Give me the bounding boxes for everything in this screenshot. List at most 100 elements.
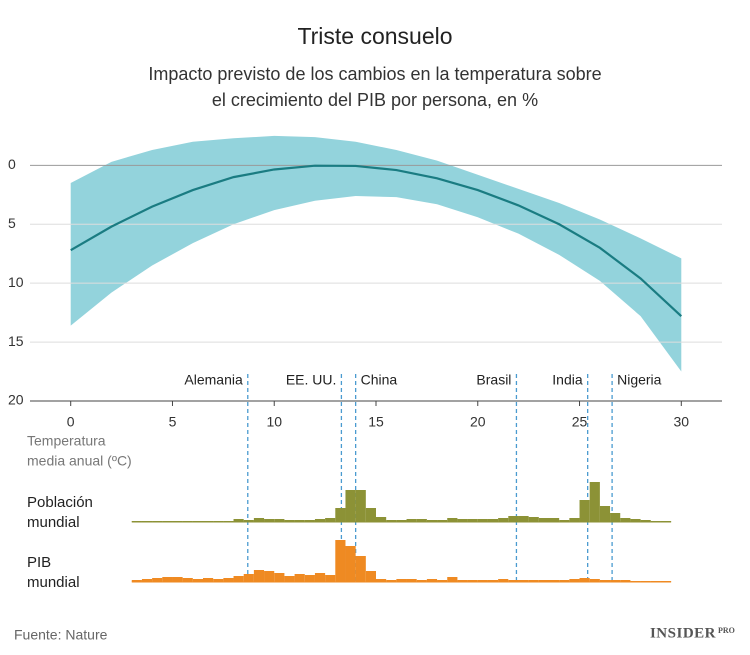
- histogram-bar: [406, 579, 417, 582]
- annotation-label: EE. UU.: [286, 372, 337, 388]
- y-tick-label: 20: [8, 392, 24, 408]
- x-axis-label: Temperatura: [27, 433, 106, 449]
- x-tick-label: 10: [266, 414, 282, 430]
- histogram-bar: [274, 519, 285, 522]
- histogram-bar: [152, 521, 163, 522]
- series-label: mundial: [27, 514, 80, 531]
- histogram-bar: [314, 519, 326, 522]
- annotation-label: India: [552, 372, 583, 388]
- histogram-bar: [620, 580, 631, 582]
- chart-subtitle: el crecimiento del PIB por persona, en %: [212, 90, 538, 110]
- histogram-bar: [467, 519, 478, 522]
- histogram-bar: [233, 576, 244, 582]
- histogram-bar: [182, 578, 193, 582]
- histogram-bar: [172, 577, 183, 582]
- brand: INSIDER: [650, 625, 716, 641]
- histogram-bar: [396, 579, 407, 582]
- histogram-bar: [447, 518, 458, 522]
- histogram-bar: [284, 576, 295, 582]
- histogram-bar: [549, 580, 560, 582]
- histogram-bar: [314, 573, 326, 582]
- histogram-bar: [559, 520, 570, 522]
- chart-subtitle: Impacto previsto de los cambios en la te…: [148, 64, 601, 84]
- histogram-bar: [630, 581, 641, 582]
- x-tick-label: 20: [470, 414, 486, 430]
- histogram-bar: [630, 519, 641, 522]
- histogram-bar: [579, 578, 590, 582]
- histogram-bar: [152, 578, 163, 582]
- histogram-bar: [660, 521, 672, 522]
- histogram-bar: [437, 520, 448, 522]
- annotation-label: Nigeria: [617, 372, 662, 388]
- histogram-bar: [355, 490, 366, 522]
- histogram-bar: [467, 580, 478, 582]
- histogram-bar: [213, 579, 224, 582]
- annotation-label: Brasil: [476, 372, 511, 388]
- histogram-bar: [131, 521, 142, 522]
- histogram-bar: [569, 579, 580, 582]
- histogram-bar: [538, 580, 549, 582]
- histogram-bar: [508, 516, 519, 522]
- histogram-bar: [355, 556, 366, 582]
- histogram-bar: [640, 520, 651, 522]
- histogram-bar: [233, 519, 244, 522]
- histogram-bar: [599, 506, 611, 522]
- histogram-bar: [304, 520, 315, 522]
- histogram-bar: [426, 520, 438, 522]
- x-tick-label: 25: [572, 414, 588, 430]
- y-tick-label: 0: [8, 156, 16, 172]
- histogram-bar: [182, 521, 193, 522]
- histogram-bar: [640, 581, 651, 582]
- histogram-bar: [386, 520, 397, 522]
- y-tick-label: 15: [8, 333, 24, 349]
- histogram-bar: [131, 580, 142, 582]
- x-tick-label: 30: [674, 414, 690, 430]
- histogram-bar: [365, 508, 376, 522]
- histogram-bar: [253, 570, 265, 582]
- histogram-bar: [243, 574, 254, 582]
- histogram-bar: [610, 513, 621, 522]
- histogram-bar: [335, 508, 346, 522]
- y-tick-label: 5: [8, 215, 16, 231]
- histogram-bar: [549, 518, 560, 522]
- histogram-bar: [162, 521, 173, 522]
- histogram-bar: [477, 519, 488, 522]
- histogram-bar: [528, 517, 539, 522]
- histogram-bar: [213, 521, 224, 522]
- histogram-bar: [447, 577, 458, 582]
- x-axis-label: media anual (ºC): [27, 453, 132, 469]
- histogram-bar: [518, 516, 529, 522]
- histogram-bar: [660, 581, 672, 582]
- histogram-bar: [416, 580, 427, 582]
- histogram-bar: [253, 518, 265, 522]
- series-label: Población: [27, 494, 93, 511]
- histogram-bar: [457, 580, 468, 582]
- histogram-bar: [335, 540, 346, 582]
- series-label: mundial: [27, 574, 80, 591]
- histogram-bar: [141, 579, 153, 582]
- histogram-bar: [376, 579, 387, 582]
- histogram-bar: [294, 574, 305, 582]
- histogram-bar: [579, 500, 590, 522]
- histogram-bar: [518, 580, 529, 582]
- histogram-bar: [325, 518, 336, 522]
- histogram-bar: [141, 521, 153, 522]
- histogram-bar: [437, 580, 448, 582]
- histogram-bar: [203, 521, 214, 522]
- histogram-bar: [406, 519, 417, 522]
- series-label: PIB: [27, 554, 51, 571]
- histogram-bar: [345, 546, 356, 582]
- histogram-bar: [274, 573, 285, 582]
- histogram-bar: [203, 578, 214, 582]
- histogram-bar: [162, 577, 173, 582]
- histogram-bar: [569, 518, 580, 522]
- histogram-bar: [223, 578, 234, 582]
- histogram-bar: [508, 580, 519, 582]
- histogram-bar: [345, 490, 356, 522]
- histogram-bar: [243, 520, 254, 522]
- histogram-bar: [386, 580, 397, 582]
- histogram-bar: [487, 519, 499, 522]
- histogram-bar: [559, 580, 570, 582]
- confidence-band: [70, 135, 682, 372]
- histogram-bar: [528, 580, 539, 582]
